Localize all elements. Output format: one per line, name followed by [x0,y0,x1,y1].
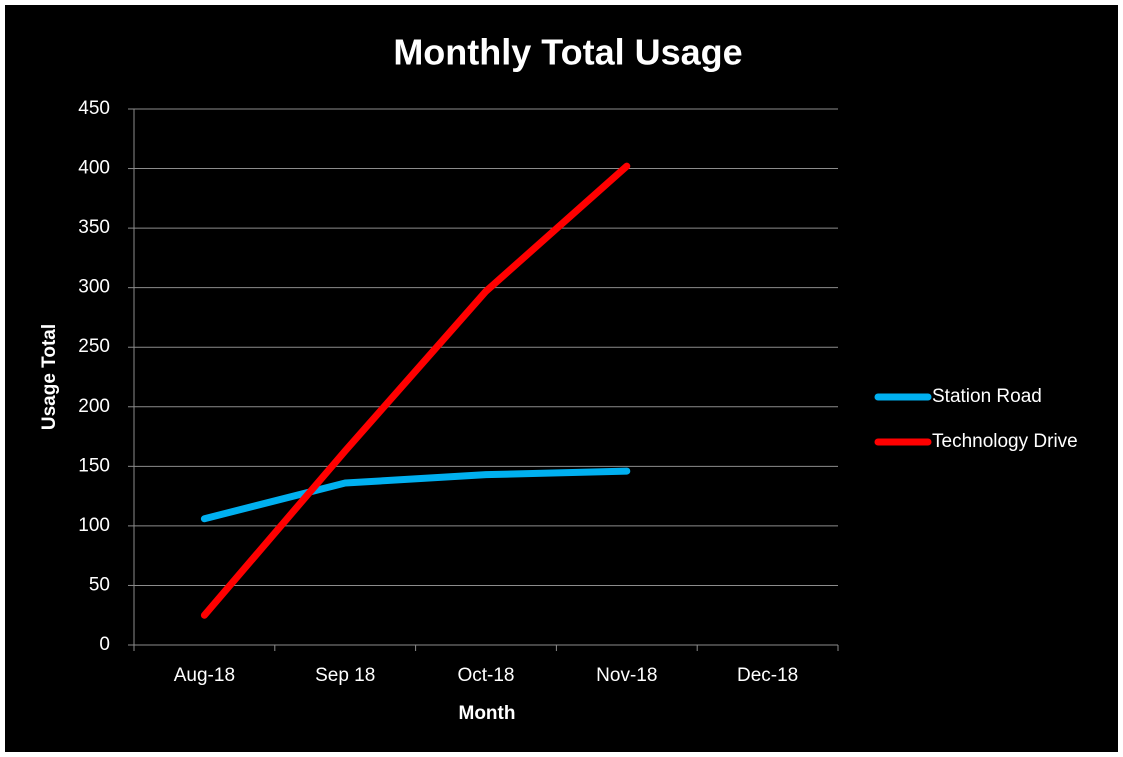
x-tick-label: Sep 18 [315,665,375,686]
y-tick-label: 0 [99,634,110,655]
y-tick-label: 50 [89,574,110,595]
y-tick-label: 200 [78,396,110,417]
series-line [200,162,631,619]
x-tick-label: Dec-18 [737,665,798,686]
legend-label: Technology Drive [932,431,1078,452]
chart-title: Monthly Total Usage [393,32,742,73]
y-axis-title: Usage Total [39,324,60,430]
x-tick-label: Nov-18 [596,665,657,686]
y-tick-label: 450 [78,98,110,119]
y-tick-label: 150 [78,455,110,476]
y-tick-label: 300 [78,277,110,298]
series-line [200,467,631,523]
y-tick-label: 250 [78,336,110,357]
y-tick-label: 400 [78,158,110,179]
y-tick-label: 100 [78,515,110,536]
x-tick-label: Oct-18 [457,665,514,686]
chart-background [5,5,1118,752]
legend-label: Station Road [932,386,1042,407]
x-axis-title: Month [459,703,516,724]
y-tick-label: 350 [78,217,110,238]
x-tick-label: Aug-18 [174,665,235,686]
